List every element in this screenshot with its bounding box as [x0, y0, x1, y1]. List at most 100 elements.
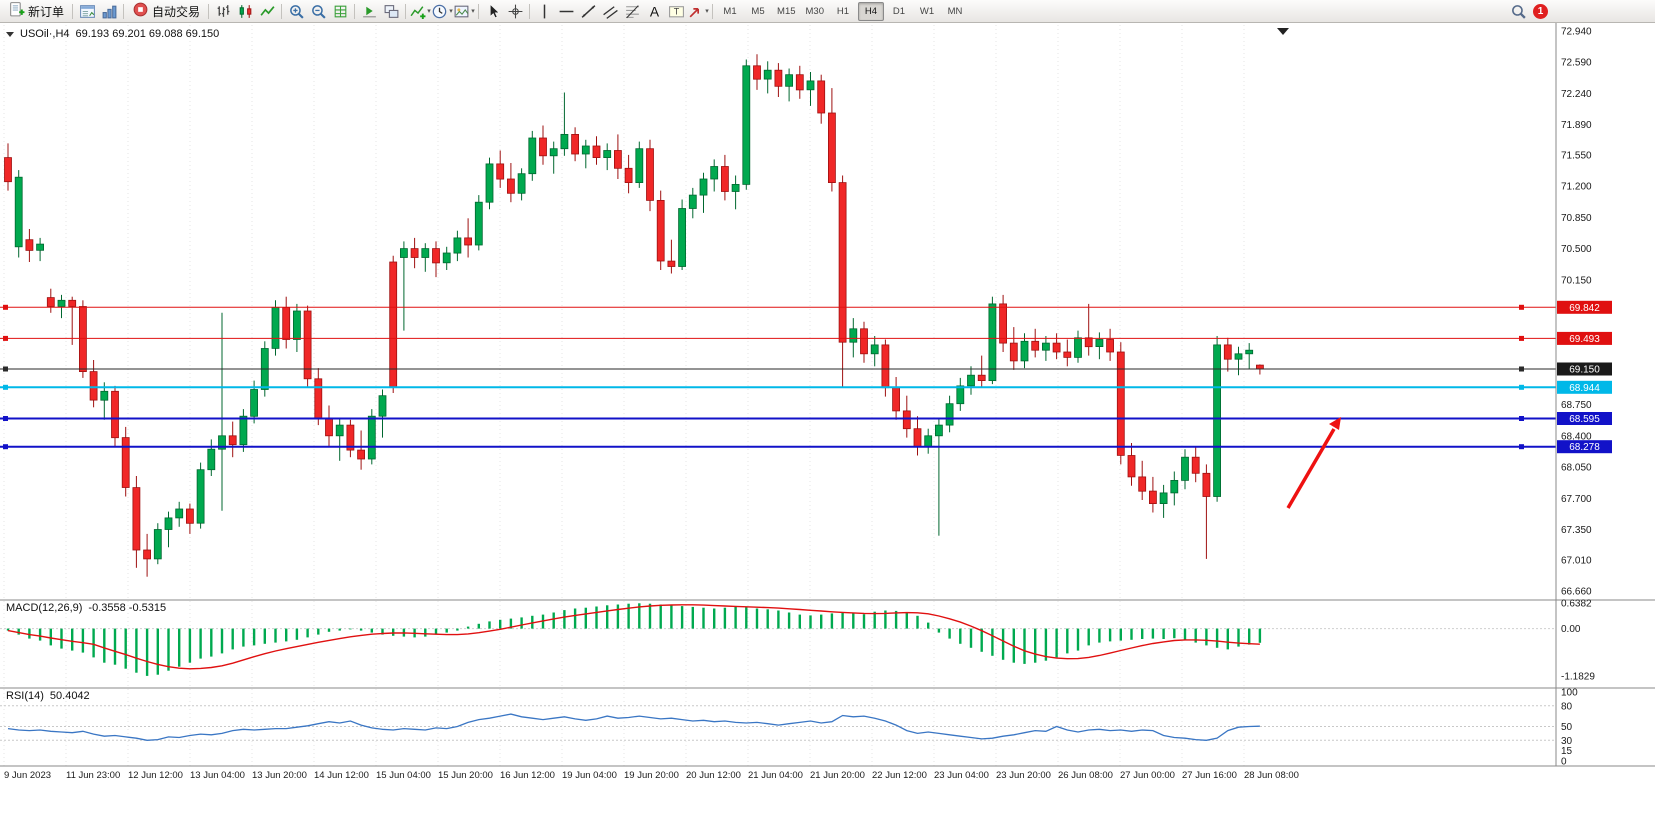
toolbar-separator	[72, 3, 74, 19]
svg-text:68.944: 68.944	[1569, 383, 1600, 394]
svg-text:21 Jun 04:00: 21 Jun 04:00	[748, 770, 803, 781]
toolbar-separator	[405, 3, 407, 19]
autotrading-icon	[132, 1, 149, 21]
svg-text:13 Jun 04:00: 13 Jun 04:00	[190, 770, 245, 781]
timeframe-D1[interactable]: D1	[892, 5, 906, 17]
vertical-line-icon[interactable]	[533, 2, 555, 21]
svg-text:28 Jun 08:00: 28 Jun 08:00	[1244, 770, 1299, 781]
horizontal-lines[interactable]	[0, 304, 1556, 450]
pane-borders	[0, 23, 1655, 767]
candlestick-chart-icon[interactable]	[234, 2, 256, 21]
svg-text:19 Jun 04:00: 19 Jun 04:00	[562, 770, 617, 781]
toolbar-separator	[123, 3, 125, 19]
svg-text:19 Jun 20:00: 19 Jun 20:00	[624, 770, 679, 781]
macd-indicator-label: MACD(12,26,9)	[6, 602, 83, 614]
macd-indicator-values: -0.3558 -0.5315	[88, 602, 167, 614]
svg-text:68.050: 68.050	[1561, 463, 1592, 474]
trendline-icon[interactable]	[577, 2, 599, 21]
svg-text:0: 0	[1561, 757, 1567, 768]
svg-text:80: 80	[1561, 701, 1573, 712]
dropdown-arrow-icon: ▾	[705, 8, 709, 15]
svg-text:27 Jun 16:00: 27 Jun 16:00	[1182, 770, 1237, 781]
timeframe-MN[interactable]: MN	[947, 5, 963, 17]
svg-text:15 Jun 04:00: 15 Jun 04:00	[376, 770, 431, 781]
svg-text:12 Jun 12:00: 12 Jun 12:00	[128, 770, 183, 781]
svg-text:69.150: 69.150	[1569, 365, 1600, 376]
chart-shift-marker[interactable]	[1277, 28, 1289, 35]
timeframe-M15[interactable]: M15	[777, 5, 796, 17]
svg-text:0.00: 0.00	[1561, 624, 1581, 635]
ohlc-toggle-icon[interactable]	[6, 32, 14, 41]
market-watch-icon[interactable]	[76, 2, 98, 21]
chart-area[interactable]: 9 Jun 2023 11 Jun 23:00 12 Jun 12:00 13 Jun…	[0, 23, 1655, 829]
svg-text:15: 15	[1561, 746, 1573, 757]
notification-badge[interactable]: 1	[1533, 3, 1548, 19]
autotrading-button[interactable]: 自动交易	[127, 2, 205, 21]
templates-icon[interactable]: ▾	[453, 2, 475, 21]
svg-text:70.850: 70.850	[1561, 213, 1592, 224]
svg-text:22 Jun 12:00: 22 Jun 12:00	[872, 770, 927, 781]
svg-text:68.278: 68.278	[1569, 442, 1600, 453]
chart-shift-icon[interactable]	[380, 2, 402, 21]
svg-text:69.493: 69.493	[1569, 334, 1600, 345]
new-order-button[interactable]: 新订单	[3, 2, 69, 21]
charts-profile-icon[interactable]	[98, 2, 120, 21]
svg-text:9 Jun 2023: 9 Jun 2023	[4, 770, 51, 781]
text-label-icon[interactable]: T	[665, 2, 687, 21]
timeframe-M5[interactable]: M5	[751, 5, 765, 17]
timeframe-W1[interactable]: W1	[919, 5, 935, 17]
svg-text:68.595: 68.595	[1569, 414, 1600, 425]
svg-text:72.940: 72.940	[1561, 27, 1592, 38]
svg-text:26 Jun 08:00: 26 Jun 08:00	[1058, 770, 1113, 781]
svg-text:71.550: 71.550	[1561, 150, 1592, 161]
time-scale[interactable]: 9 Jun 2023 11 Jun 23:00 12 Jun 12:00 13 Jun…	[3, 25, 1299, 781]
zoom-in-icon[interactable]	[285, 2, 307, 21]
svg-text:72.240: 72.240	[1561, 89, 1592, 100]
crosshair-icon[interactable]	[504, 2, 526, 21]
periods-icon[interactable]: ▾	[431, 2, 453, 21]
toolbar-separator	[478, 3, 480, 19]
svg-text:67.700: 67.700	[1561, 494, 1592, 505]
autotrading-button-label: 自动交易	[152, 4, 201, 19]
equidistant-channel-icon[interactable]	[599, 2, 621, 21]
svg-text:T: T	[673, 6, 679, 16]
toolbar-separator	[712, 3, 714, 19]
cursor-icon[interactable]	[482, 2, 504, 21]
price-scale[interactable]: 72.940 72.590 72.240 71.890 71.550 71.200 70.8…	[1557, 27, 1612, 768]
timeframe-H1[interactable]: H1	[836, 5, 850, 17]
svg-text:-1.1829: -1.1829	[1561, 672, 1595, 683]
line-chart-icon[interactable]	[256, 2, 278, 21]
timeframe-group: M1 M5 M15 M30 H1 H4 D1 W1 MN	[716, 1, 969, 21]
svg-text:71.890: 71.890	[1561, 120, 1592, 131]
ohlc-values: 69.193 69.201 69.088 69.150	[75, 28, 220, 40]
text-icon[interactable]: A	[643, 2, 665, 21]
arrows-icon[interactable]: ▾	[687, 2, 709, 21]
chart-symbol-header: USOil·,H4 69.193 69.201 69.088 69.150	[6, 27, 219, 41]
svg-text:27 Jun 00:00: 27 Jun 00:00	[1120, 770, 1175, 781]
rsi-pane	[0, 705, 1556, 741]
toolbar-separator	[208, 3, 210, 19]
svg-text:23 Jun 20:00: 23 Jun 20:00	[996, 770, 1051, 781]
grid-icon[interactable]	[329, 2, 351, 21]
rsi-indicator-value: 50.4042	[49, 690, 90, 702]
toolbar-separator	[529, 3, 531, 19]
toolbar: 新订单 自动交易 ▾ ▾ ▾ A T ▾ M1 M5 M15 M30 H1 H4 D1 W1 MN 1	[0, 0, 1655, 23]
indicators-icon[interactable]: ▾	[409, 2, 431, 21]
timeframe-M1[interactable]: M1	[723, 5, 737, 17]
search-icon[interactable]	[1507, 2, 1529, 21]
horizontal-line-icon[interactable]	[555, 2, 577, 21]
timeframe-H4[interactable]: H4	[858, 1, 884, 21]
svg-text:30: 30	[1561, 736, 1573, 747]
auto-scroll-icon[interactable]	[358, 2, 380, 21]
fibonacci-icon[interactable]	[621, 2, 643, 21]
bar-chart-icon[interactable]	[212, 2, 234, 21]
toolbar-separator	[354, 3, 356, 19]
trend-arrow-annotation[interactable]	[1286, 417, 1341, 509]
macd-header: MACD(12,26,9) -0.3558 -0.5315	[6, 602, 166, 614]
svg-text:15 Jun 20:00: 15 Jun 20:00	[438, 770, 493, 781]
svg-text:20 Jun 12:00: 20 Jun 12:00	[686, 770, 741, 781]
zoom-out-icon[interactable]	[307, 2, 329, 21]
timeframe-M30[interactable]: M30	[805, 5, 824, 17]
svg-text:72.590: 72.590	[1561, 58, 1592, 69]
svg-text:A: A	[649, 3, 659, 19]
